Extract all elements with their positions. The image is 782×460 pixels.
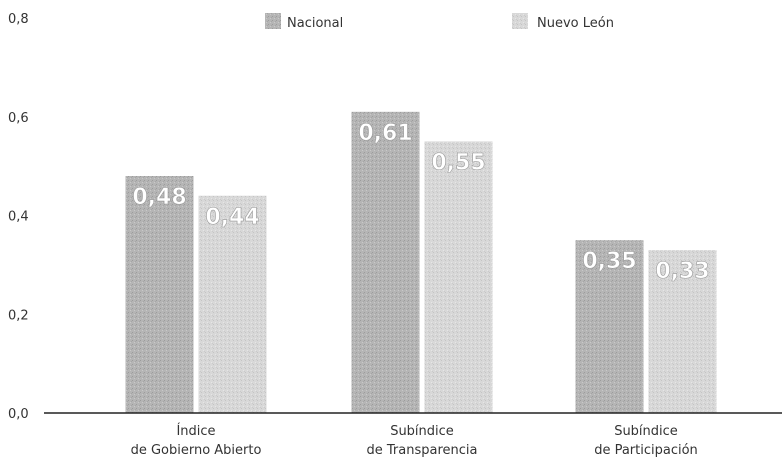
x-axis: Índice de Gobierno Abierto Subíndice de Tra… — [131, 423, 698, 458]
y-tick-label: 0,4 — [8, 210, 29, 225]
y-tick-label: 0,6 — [8, 111, 29, 126]
x-category-label: Subíndice de Transparencia — [367, 424, 478, 458]
bar-nacional — [125, 176, 194, 413]
y-tick-label: 0,2 — [8, 308, 29, 323]
y-axis: 0,0 0,2 0,4 0,6 0,8 — [8, 12, 29, 422]
data-label: 0,35 — [582, 249, 636, 274]
bars — [125, 111, 717, 413]
bar-nuevo-leon — [648, 250, 717, 413]
y-tick-label: 0,0 — [8, 407, 29, 422]
data-label: 0,44 — [205, 205, 259, 230]
data-label: 0,55 — [431, 150, 485, 175]
bar-nacional — [351, 111, 420, 413]
legend-label: Nuevo León — [537, 16, 614, 31]
bar-nuevo-leon — [198, 195, 267, 413]
y-tick-label: 0,8 — [8, 12, 29, 27]
bar-nacional — [575, 240, 644, 413]
legend-label: Nacional — [287, 16, 343, 31]
data-label: 0,61 — [358, 121, 412, 146]
legend-swatch — [512, 13, 528, 29]
data-labels: 0,48 0,61 0,35 0,44 0,55 0,33 — [132, 121, 710, 285]
legend-swatch — [265, 13, 281, 29]
legend: Nacional Nuevo León — [265, 13, 614, 31]
x-category-label: Subíndice de Participación — [594, 424, 698, 458]
data-label: 0,48 — [132, 185, 186, 210]
bar-nuevo-leon — [424, 141, 493, 413]
data-label: 0,33 — [655, 259, 709, 284]
x-category-label: Índice de Gobierno Abierto — [131, 423, 262, 458]
